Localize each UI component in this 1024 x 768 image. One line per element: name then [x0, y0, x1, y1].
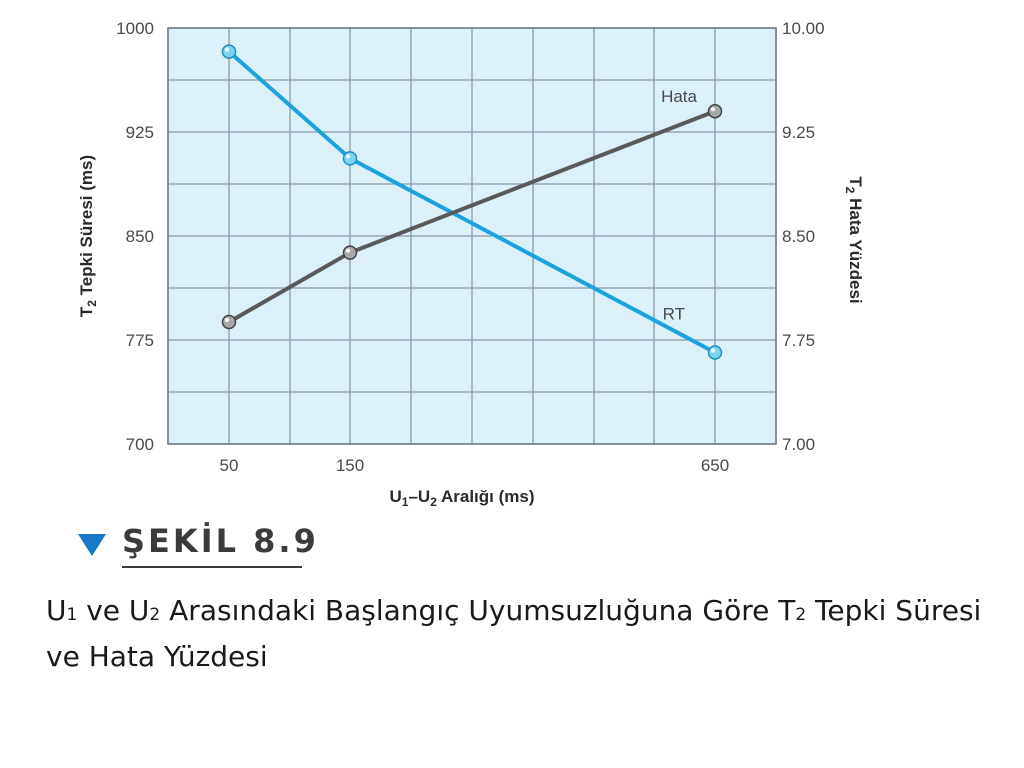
- triangle-down-icon: [78, 534, 106, 556]
- series-point-hata: [342, 245, 358, 260]
- series-point-hata: [707, 103, 723, 119]
- right-y-axis: 7.00 7.75 8.50 9.25 10.00: [782, 19, 825, 454]
- heading-underline: [122, 566, 302, 568]
- point-highlight: [345, 248, 351, 253]
- x-tick-label: 150: [336, 456, 364, 475]
- series-label-rt: RT: [663, 304, 685, 323]
- grid-lines: [167, 27, 777, 445]
- point-highlight: [710, 348, 716, 353]
- figure-number: ŞEKİL 8.9: [122, 522, 319, 560]
- point-highlight: [710, 107, 716, 112]
- left-y-tick-label: 1000: [116, 19, 154, 38]
- series-point-rt: [342, 151, 358, 166]
- x-axis-title: U1–U2 Aralığı (ms): [390, 487, 535, 509]
- series-label-hata: Hata: [661, 87, 697, 106]
- right-y-axis-title: T2 Hata Yüzdesi: [843, 176, 865, 303]
- series-point-rt: [707, 345, 723, 360]
- left-y-tick-label: 925: [126, 123, 154, 142]
- left-y-tick-label: 850: [126, 227, 154, 246]
- plot-border: [167, 27, 777, 445]
- point-highlight: [345, 154, 351, 159]
- x-tick-label: 650: [701, 456, 729, 475]
- series-group: RT Hata: [221, 44, 723, 360]
- right-y-tick-label: 7.00: [782, 435, 815, 454]
- point-highlight: [224, 317, 230, 323]
- left-y-axis-title: T2 Tepki Süresi (ms): [77, 155, 99, 317]
- left-y-tick-label: 775: [126, 331, 154, 350]
- series-point-rt: [221, 44, 237, 59]
- right-y-tick-label: 7.75: [782, 331, 815, 350]
- chart: 700 775 850 925 1000 7.00 7.75 8.50 9.25 10.00 5…: [77, 19, 865, 509]
- series-point-hata: [221, 314, 237, 330]
- x-axis: 50 150 650: [220, 456, 730, 475]
- left-y-tick-label: 700: [126, 435, 154, 454]
- point-highlight: [224, 47, 230, 52]
- right-y-tick-label: 8.50: [782, 227, 815, 246]
- right-y-tick-label: 9.25: [782, 123, 815, 142]
- x-tick-label: 50: [220, 456, 239, 475]
- figure-caption: U1 ve U2 Arasındaki Başlangıç Uyumsuzluğ…: [46, 594, 982, 673]
- right-y-tick-label: 10.00: [782, 19, 825, 38]
- left-y-axis: 700 775 850 925 1000: [116, 19, 154, 454]
